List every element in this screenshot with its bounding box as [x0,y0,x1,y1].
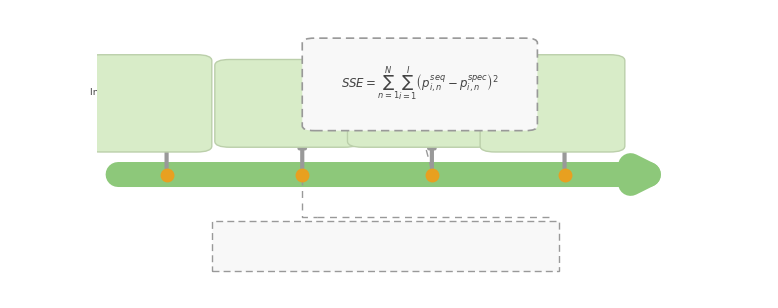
FancyBboxPatch shape [215,59,359,147]
Text: sequence counts: sequence counts [237,232,314,241]
Text: copy number correction: copy number correction [221,246,329,255]
Text: Select most fit individuals
(with lowest SSE): Select most fit individuals (with lowest… [359,94,482,113]
Text: Initializa population with
randomly generated
variation: Initializa population with randomly gene… [90,88,207,118]
FancyBboxPatch shape [86,55,212,152]
FancyBboxPatch shape [212,221,559,270]
FancyBboxPatch shape [302,38,538,131]
Text: $\times$ total specimen counts $=$ virtral specimen counts: $\times$ total specimen counts $=$ virtr… [263,236,498,249]
FancyBboxPatch shape [348,59,492,147]
FancyBboxPatch shape [480,55,625,152]
Text: $SSE = \sum_{n=1}^{N}\sum_{i=1}^{I}\left(p_{i,n}^{seq} - p_{i,n}^{spec}\right)^{: $SSE = \sum_{n=1}^{N}\sum_{i=1}^{I}\left… [341,65,499,103]
Text: Allow selected individuals
to reproduce with random
variation: Allow selected individuals to reproduce … [491,88,615,118]
Text: Evaluate fitness against
known specimen counts: Evaluate fitness against known specimen … [230,94,345,113]
